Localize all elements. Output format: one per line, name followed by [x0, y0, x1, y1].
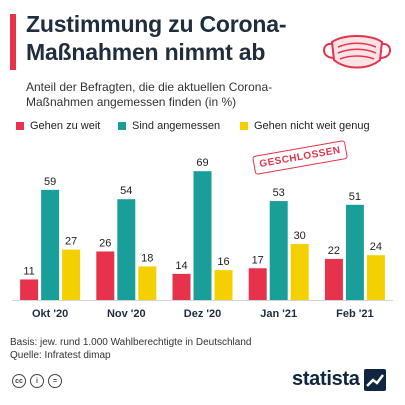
basis-text: Basis: jew. rund 1.000 Wahlberechtigte i… — [10, 337, 252, 348]
x-tick-label-0: Okt '20 — [32, 308, 68, 320]
data-label-2-4: 24 — [370, 241, 382, 253]
data-label-1-2: 69 — [196, 157, 208, 169]
bar-1-3 — [269, 201, 288, 300]
bar-0-0 — [20, 279, 39, 300]
bar-1-2 — [193, 171, 212, 300]
x-tick-label-3: Jan '21 — [260, 308, 297, 320]
legend-label-2: Gehen nicht weit genug — [254, 120, 370, 132]
title-accent-bar — [10, 14, 16, 70]
bar-0-3 — [248, 268, 267, 300]
x-tick-label-2: Dez '20 — [184, 308, 221, 320]
statista-logo: statista — [292, 368, 386, 391]
bar-2-0 — [62, 249, 81, 300]
data-label-1-3: 53 — [273, 187, 285, 199]
bar-2-3 — [290, 244, 309, 300]
legend-swatch-0 — [16, 122, 24, 130]
chart-legend: Gehen zu weit Sind angemessen Gehen nich… — [10, 120, 400, 136]
data-label-2-3: 30 — [294, 230, 306, 242]
x-tick-label-1: Nov '20 — [107, 308, 146, 320]
data-label-0-4: 22 — [328, 245, 340, 257]
license-icons: cc i = — [12, 374, 62, 388]
data-label-0-0: 11 — [23, 265, 34, 277]
bar-chart: 11 59 27 Okt '20 26 54 18 Nov '20 14 69 16 Dez '20 1… — [12, 157, 393, 320]
bar-0-4 — [324, 258, 343, 300]
logo-text: statista — [292, 368, 360, 390]
legend-item-2: Gehen nicht weit genug — [240, 120, 370, 132]
data-label-0-1: 26 — [99, 237, 111, 249]
data-label-2-0: 27 — [65, 236, 77, 248]
legend-swatch-1 — [118, 122, 126, 130]
bar-0-2 — [172, 273, 191, 300]
data-label-1-0: 59 — [44, 176, 56, 188]
bar-2-1 — [138, 266, 157, 300]
page-subtitle: Anteil der Befragten, die die aktuellen … — [26, 80, 273, 109]
bar-1-4 — [345, 204, 364, 300]
footer: cc i = statista — [0, 364, 405, 405]
data-label-1-4: 51 — [349, 191, 361, 203]
legend-item-0: Gehen zu weit — [16, 120, 100, 132]
data-label-2-1: 18 — [141, 252, 153, 264]
bar-0-1 — [96, 251, 115, 300]
face-mask-icon — [323, 35, 391, 69]
bar-1-0 — [41, 189, 60, 300]
source-note: Basis: jew. rund 1.000 Wahlberechtigte i… — [10, 336, 251, 362]
data-label-0-2: 14 — [175, 260, 187, 272]
bar-2-2 — [214, 270, 233, 300]
source-text: Quelle: Infratest dimap — [10, 350, 111, 361]
cc-icon: cc — [12, 374, 26, 388]
legend-swatch-2 — [240, 122, 248, 130]
page-title: Zustimmung zu Corona-Maßnahmen nimmt ab — [26, 11, 287, 65]
nd-icon: = — [48, 374, 62, 388]
x-tick-label-4: Feb '21 — [336, 308, 373, 320]
statista-logo-icon — [363, 368, 386, 391]
legend-item-1: Sind angemessen — [118, 120, 220, 132]
data-label-1-1: 54 — [120, 185, 132, 197]
by-icon: i — [30, 374, 44, 388]
data-label-0-3: 17 — [252, 254, 264, 266]
legend-label-1: Sind angemessen — [132, 120, 221, 132]
bar-1-1 — [117, 199, 136, 300]
bar-2-4 — [366, 255, 385, 300]
data-label-2-2: 16 — [217, 256, 229, 268]
legend-label-0: Gehen zu weit — [30, 120, 101, 132]
